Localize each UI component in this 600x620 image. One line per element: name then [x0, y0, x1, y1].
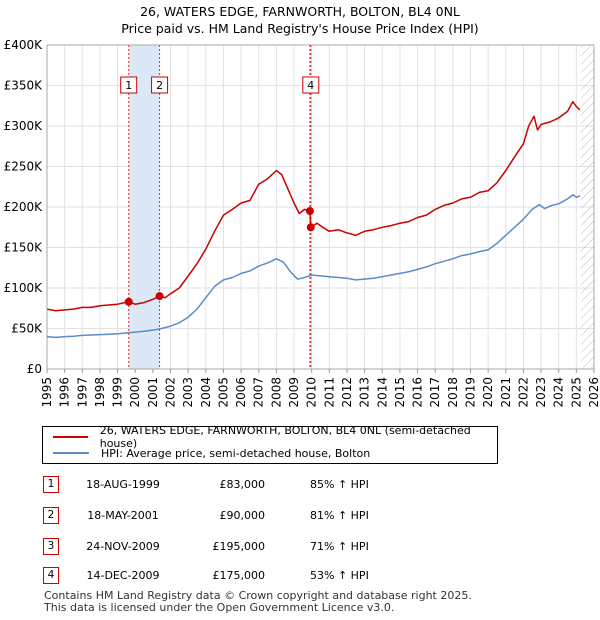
shaded-span [128, 45, 160, 369]
transaction-price: £83,000 [219, 478, 266, 491]
sale-point-marker [306, 223, 315, 232]
price-chart: 1 2 4 £0 £50K £100K £150K £200K £250K £300K £350K… [4, 38, 600, 408]
transaction-row: 3 24-NOV-2009 £195,000 71% ↑ HPI [40, 538, 560, 556]
transaction-hpi: 71% ↑ HPI [310, 540, 369, 553]
transaction-hpi: 53% ↑ HPI [310, 569, 369, 582]
x-tick-label: 2013 [358, 377, 372, 408]
transaction-date: 24-NOV-2009 [86, 540, 160, 553]
x-tick-label: 2026 [587, 377, 600, 408]
x-tick-label: 2008 [269, 377, 283, 408]
future-hatch-region [580, 45, 594, 369]
transaction-row: 2 18-MAY-2001 £90,000 81% ↑ HPI [40, 507, 560, 525]
marker-label: 2 [156, 79, 163, 92]
transaction-row: 1 18-AUG-1999 £83,000 85% ↑ HPI [40, 476, 560, 494]
x-tick-label: 2011 [322, 377, 336, 408]
x-tick-label: 2021 [499, 377, 513, 408]
y-tick-label: £300K [4, 119, 44, 133]
x-tick-label: 2001 [146, 377, 160, 408]
marker-label-box [120, 76, 138, 94]
x-tick-label: 2014 [375, 377, 389, 408]
marker-label: 1 [125, 79, 132, 92]
marker-label-box [302, 76, 320, 94]
x-tick-label: 2022 [516, 377, 530, 408]
x-tick-label: 2020 [481, 377, 495, 408]
x-tick-label: 2023 [534, 377, 548, 408]
transaction-hpi: 81% ↑ HPI [310, 509, 369, 522]
footer-copyright: Contains HM Land Registry data © Crown c… [44, 589, 472, 602]
x-tick-label: 2010 [305, 377, 319, 408]
transaction-badge: 4 [43, 567, 59, 584]
transaction-price: £90,000 [219, 509, 266, 522]
y-tick-label: £50K [11, 322, 43, 336]
sale-point-marker [124, 297, 133, 306]
legend-label-hpi: HPI: Average price, semi-detached house,… [101, 446, 371, 460]
marker-label: 4 [307, 79, 314, 92]
x-tick-label: 1997 [75, 377, 89, 408]
y-tick-label: £200K [4, 200, 44, 214]
hpi-line [46, 194, 581, 339]
x-tick-label: 1996 [58, 377, 72, 408]
chart-title: 26, WATERS EDGE, FARNWORTH, BOLTON, BL4 … [140, 4, 460, 19]
transaction-date: 18-AUG-1999 [86, 478, 160, 491]
legend-item-property: 26, WATERS EDGE, FARNWORTH, BOLTON, BL4 … [53, 424, 497, 450]
x-tick-label: 2000 [128, 377, 142, 408]
transaction-badge: 2 [43, 507, 59, 524]
x-tick-label: 2024 [552, 377, 566, 408]
x-tick-label: 2015 [393, 377, 407, 408]
y-tick-label: £350K [4, 79, 44, 93]
x-tick-label: 2009 [287, 377, 301, 408]
transaction-date: 14-DEC-2009 [86, 569, 160, 582]
x-tick-label: 1995 [40, 377, 54, 408]
x-tick-label: 2006 [234, 377, 248, 408]
x-tick-label: 1998 [93, 377, 107, 408]
x-tick-label: 2019 [463, 377, 477, 408]
x-tick-label: 2002 [164, 377, 178, 408]
legend-swatch-hpi [53, 452, 89, 454]
x-tick-label: 2016 [411, 377, 425, 408]
sale-point-marker [305, 207, 314, 216]
transaction-price: £175,000 [212, 569, 266, 582]
y-tick-label: £150K [4, 241, 44, 255]
x-tick-label: 2004 [199, 377, 213, 408]
x-tick-label: 1999 [111, 377, 125, 408]
x-tick-label: 2003 [181, 377, 195, 408]
transaction-price: £195,000 [212, 540, 266, 553]
legend-label-property: 26, WATERS EDGE, FARNWORTH, BOLTON, BL4 … [99, 424, 471, 450]
footer-license: This data is licensed under the Open Gov… [44, 601, 395, 614]
y-tick-label: £100K [4, 281, 44, 295]
transaction-hpi: 85% ↑ HPI [310, 478, 369, 491]
x-tick-label: 2017 [428, 377, 442, 408]
plot-frame [46, 44, 595, 370]
transaction-badge: 1 [43, 476, 59, 493]
transaction-date: 18-MAY-2001 [87, 509, 159, 522]
x-tick-label: 2025 [569, 377, 583, 408]
transaction-badge: 3 [43, 538, 59, 555]
y-tick-label: £400K [4, 38, 44, 52]
sale-point-marker [155, 292, 164, 301]
marker-label-box [151, 76, 169, 94]
x-tick-label: 2018 [446, 377, 460, 408]
legend-swatch-property [53, 436, 88, 438]
legend-item-hpi: HPI: Average price, semi-detached house,… [53, 446, 370, 460]
x-tick-label: 2007 [252, 377, 266, 408]
x-tick-label: 2012 [340, 377, 354, 408]
y-tick-label: £250K [4, 160, 44, 174]
chart-subtitle: Price paid vs. HM Land Registry's House … [121, 21, 479, 36]
x-tick-label: 2005 [216, 377, 230, 408]
y-tick-label: £0 [27, 362, 42, 376]
chart-legend: 26, WATERS EDGE, FARNWORTH, BOLTON, BL4 … [42, 424, 498, 464]
transaction-row: 4 14-DEC-2009 £175,000 53% ↑ HPI [40, 567, 560, 585]
